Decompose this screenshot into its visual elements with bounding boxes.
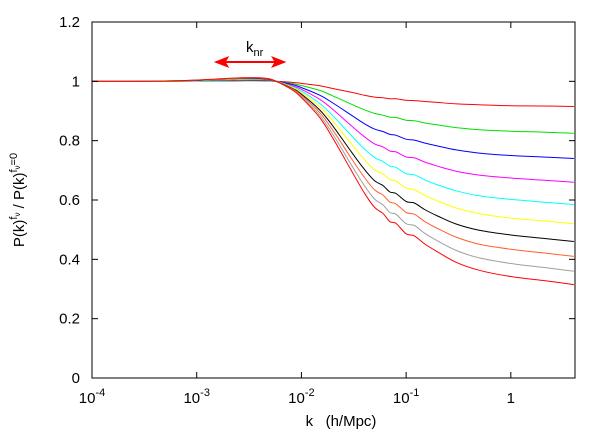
x-tick-exp: -2 (305, 387, 315, 399)
series-line-3 (91, 79, 574, 159)
series-line-10 (91, 77, 574, 286)
series-line-6 (91, 78, 574, 225)
knr-arrow-right-head (271, 56, 287, 69)
x-tick-base: 1 (507, 390, 515, 407)
series-line-9 (91, 77, 574, 272)
y-tick-label: 1.2 (59, 14, 80, 31)
y-tick-label: 0 (72, 370, 80, 387)
series-line-2 (91, 79, 574, 134)
y-axis-label: P(k)fν / P(k)fν=0 (8, 153, 28, 247)
knr-label: knr (246, 39, 264, 59)
y-tick-label: 0.4 (59, 251, 80, 268)
y-tick-label: 0.2 (59, 311, 80, 328)
x-tick-label: 10-2 (288, 387, 314, 407)
y-tick-label: 0.6 (59, 192, 80, 209)
x-tick-exp: -4 (95, 387, 105, 399)
series-line-8 (91, 77, 574, 257)
ticks-layer: 10-4 10-3 10-2 10-1 100.20.40.60.811.2 (59, 14, 575, 407)
series-layer (91, 77, 574, 286)
knr-arrow-left-head (213, 56, 230, 69)
x-tick-base: 10 (183, 390, 200, 407)
x-tick-base: 10 (79, 390, 96, 407)
annotation: knr (213, 39, 287, 69)
x-tick-exp: -1 (410, 387, 420, 399)
x-tick-base: 10 (288, 390, 305, 407)
x-tick-label: 10-3 (183, 387, 209, 407)
y-tick-label: 0.8 (59, 133, 80, 150)
plot-frame (91, 21, 576, 379)
y-tick-label: 1 (72, 73, 80, 90)
x-axis-label: k (h/Mpc) (306, 413, 377, 430)
x-tick-base: 10 (393, 390, 410, 407)
x-tick-label: 1 (507, 390, 515, 407)
x-tick-label: 10-1 (393, 387, 419, 407)
series-line-5 (91, 78, 574, 205)
x-tick-label: 10-4 (79, 387, 105, 407)
x-tick-exp: -3 (200, 387, 210, 399)
